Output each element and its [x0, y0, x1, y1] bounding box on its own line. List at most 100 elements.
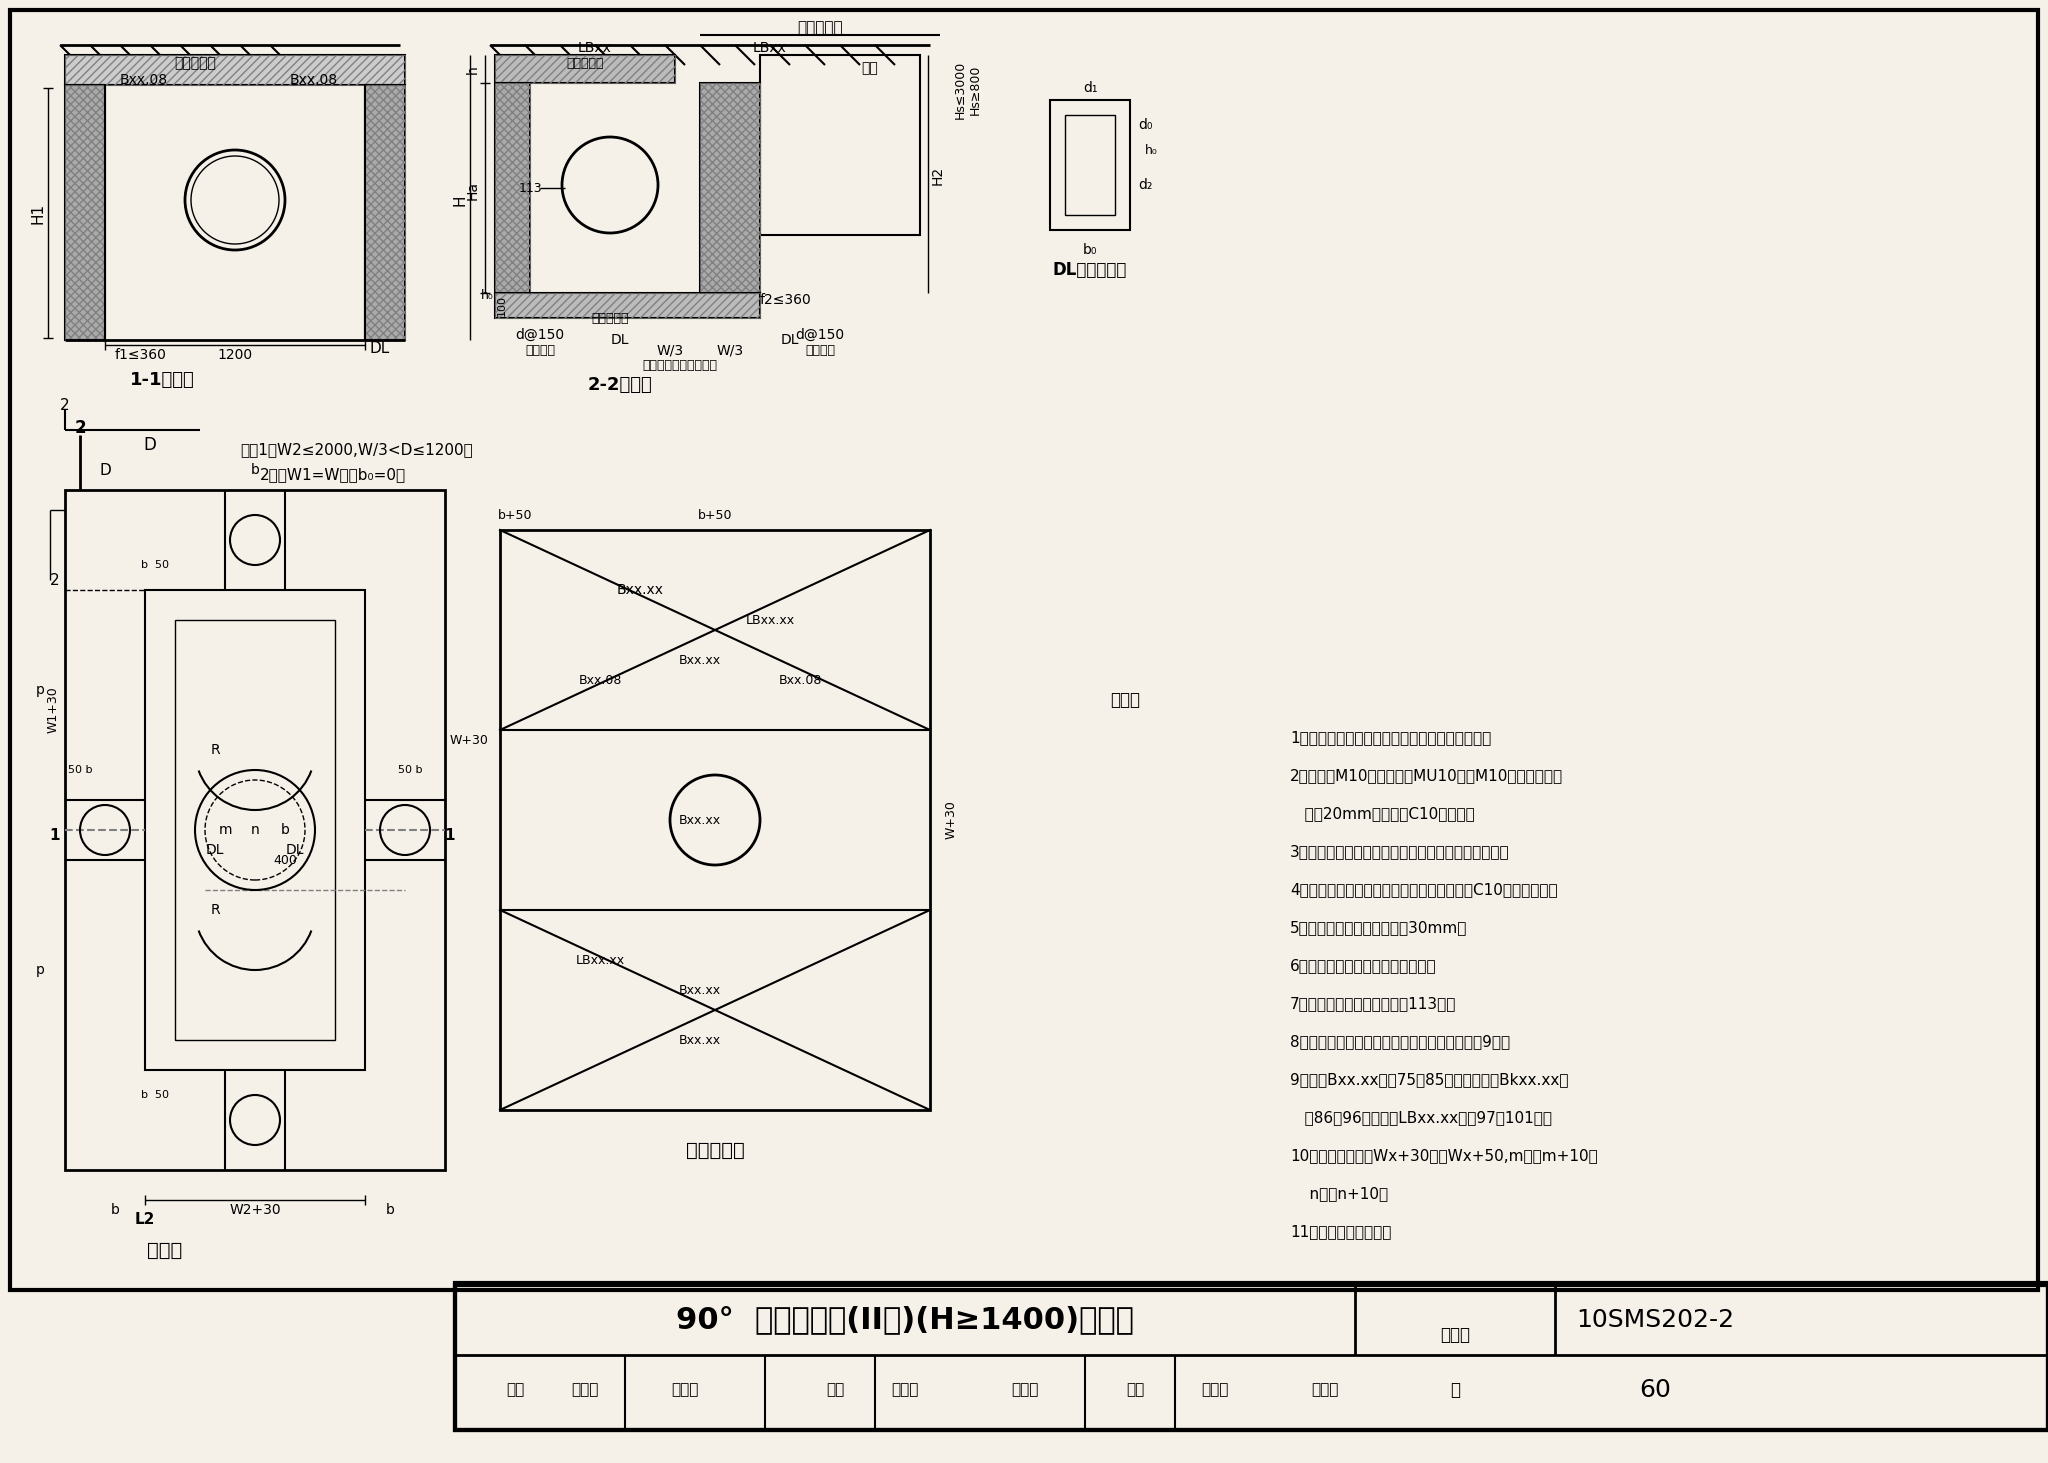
Text: H2: H2 [932, 165, 944, 184]
Bar [66, 56, 406, 85]
Text: 冯树健: 冯树健 [1311, 1383, 1339, 1397]
Text: DL: DL [205, 843, 223, 857]
Text: b: b [111, 1203, 119, 1217]
Text: f2≤360: f2≤360 [760, 293, 811, 307]
Bar [496, 83, 530, 293]
Text: 2-2剖面图: 2-2剖面图 [588, 376, 653, 394]
Text: 冯树健: 冯树健 [1202, 1383, 1229, 1397]
Text: 2: 2 [59, 398, 70, 413]
Text: DL: DL [287, 843, 305, 857]
Bar [455, 1285, 2048, 1429]
Text: d₂: d₂ [1139, 178, 1153, 192]
Text: 10SMS202-2: 10SMS202-2 [1577, 1308, 1735, 1331]
Text: 抹面20mm厚；或用C10混凝土。: 抹面20mm厚；或用C10混凝土。 [1290, 806, 1475, 821]
Text: 混凝土盖板: 混凝土盖板 [565, 57, 604, 70]
Text: 混凝土管基: 混凝土管基 [592, 312, 629, 325]
Text: W+30: W+30 [451, 733, 489, 746]
Text: 双层双向: 双层双向 [524, 344, 555, 357]
Text: DL: DL [610, 334, 629, 347]
Text: Bxx.08: Bxx.08 [778, 673, 821, 686]
Text: Bxx.xx: Bxx.xx [616, 582, 664, 597]
Text: h₀: h₀ [481, 288, 494, 301]
Text: W/3: W/3 [717, 342, 743, 357]
Text: h: h [467, 66, 479, 75]
Text: 50 b: 50 b [397, 765, 422, 775]
Text: 2: 2 [51, 572, 59, 588]
Text: Hs≥800: Hs≥800 [969, 64, 981, 116]
Bar [66, 56, 406, 85]
Text: n改为n+10。: n改为n+10。 [1290, 1186, 1389, 1201]
Bar [66, 85, 104, 339]
Text: LBxx.xx: LBxx.xx [745, 613, 795, 626]
Bar [496, 56, 676, 83]
Bar [700, 83, 760, 293]
Text: b: b [250, 462, 260, 477]
Text: b+50: b+50 [698, 509, 733, 521]
Text: 平面图: 平面图 [147, 1241, 182, 1260]
Bar [1065, 116, 1114, 215]
Text: 400: 400 [272, 853, 297, 866]
Text: W/3: W/3 [657, 342, 684, 357]
Text: H: H [453, 195, 467, 206]
Text: 2: 2 [74, 418, 86, 437]
Text: d₀: d₀ [1139, 119, 1153, 132]
Text: DL: DL [780, 334, 799, 347]
Text: 8．断变段处盖板依大跨度一端尺寸选用，见第9页。: 8．断变段处盖板依大跨度一端尺寸选用，见第9页。 [1290, 1034, 1509, 1049]
Text: 盖板平面图: 盖板平面图 [686, 1141, 743, 1160]
Text: 4．接入支管管底下部超挖部分用级配砂石或C10混凝土填实。: 4．接入支管管底下部超挖部分用级配砂石或C10混凝土填实。 [1290, 882, 1559, 897]
Text: 7．圆形管道穿墙做法参见第113页。: 7．圆形管道穿墙做法参见第113页。 [1290, 996, 1456, 1011]
Text: Bxx.xx: Bxx.xx [680, 1033, 721, 1046]
Text: Bxx.xx: Bxx.xx [680, 983, 721, 996]
Text: 王长祥: 王长祥 [571, 1383, 598, 1397]
Text: Bxx.xx: Bxx.xx [680, 813, 721, 827]
Text: 2．当W1=W时，b₀=0。: 2．当W1=W时，b₀=0。 [260, 468, 406, 483]
Text: LBxx: LBxx [754, 41, 786, 56]
Bar [496, 83, 530, 293]
Text: 图集号: 图集号 [1440, 1325, 1470, 1344]
Text: 刘迎焕: 刘迎焕 [1012, 1383, 1038, 1397]
Text: p: p [35, 683, 45, 696]
Text: d@150: d@150 [516, 328, 565, 342]
Bar [1051, 99, 1130, 230]
Text: 1200: 1200 [217, 348, 252, 361]
Text: 50 b: 50 b [68, 765, 92, 775]
Text: 页: 页 [1450, 1381, 1460, 1399]
Text: W2+30: W2+30 [229, 1203, 281, 1217]
Text: n: n [250, 824, 260, 837]
Text: d@150: d@150 [795, 328, 844, 342]
Text: R: R [211, 743, 219, 756]
Text: 审核: 审核 [506, 1383, 524, 1397]
Bar [496, 293, 760, 317]
Text: LBxx: LBxx [578, 41, 612, 56]
Text: h₀: h₀ [1145, 143, 1157, 157]
Text: 设计: 设计 [1126, 1383, 1145, 1397]
Text: 井盖及支座: 井盖及支座 [797, 20, 844, 35]
Bar [760, 56, 920, 236]
Bar [365, 85, 406, 339]
Bar [700, 83, 760, 293]
Text: W1+30: W1+30 [47, 686, 59, 733]
Text: f1≤360: f1≤360 [115, 348, 166, 361]
Text: d₁: d₁ [1083, 80, 1098, 95]
Text: 注：1．W2≤2000,W/3<D≤1200。: 注：1．W2≤2000,W/3<D≤1200。 [240, 442, 473, 458]
Text: W+30: W+30 [944, 800, 958, 840]
Bar [145, 590, 365, 1069]
Text: 11．其他详见总说明。: 11．其他详见总说明。 [1290, 1225, 1391, 1239]
Text: DL: DL [371, 341, 389, 356]
Text: p: p [35, 963, 45, 977]
Bar [500, 530, 930, 1110]
Text: 5．接入支管在井室内应伸出30mm。: 5．接入支管在井室内应伸出30mm。 [1290, 920, 1466, 935]
Text: Bxx.08: Bxx.08 [291, 73, 338, 86]
Text: 与矩形管道断面配筋同: 与矩形管道断面配筋同 [643, 358, 717, 372]
Text: 100: 100 [498, 294, 508, 316]
Bar [10, 10, 2038, 1290]
Text: D: D [98, 462, 111, 477]
Bar [174, 620, 336, 1040]
Bar [66, 85, 104, 339]
Text: 113: 113 [518, 181, 543, 195]
Text: 6．井筒必须放在没有支管的一侧。: 6．井筒必须放在没有支管的一侧。 [1290, 958, 1436, 973]
Text: 1-1剖面图: 1-1剖面图 [129, 372, 195, 389]
Text: 1: 1 [444, 828, 455, 843]
Text: 双层双向: 双层双向 [805, 344, 836, 357]
Text: Hs≤3000: Hs≤3000 [954, 61, 967, 119]
